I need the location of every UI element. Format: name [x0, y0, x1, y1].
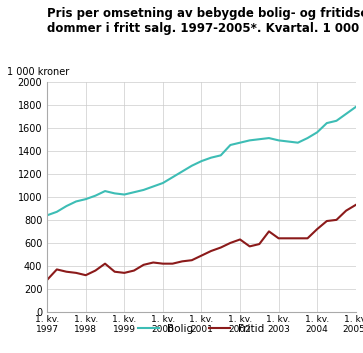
Fritid	[45, 278, 49, 282]
Bolig	[161, 181, 165, 185]
Bolig	[248, 138, 252, 143]
Bolig	[113, 191, 117, 196]
Fritid	[122, 271, 127, 275]
Fritid	[354, 203, 358, 207]
Fritid	[334, 218, 339, 222]
Line: Fritid: Fritid	[47, 205, 356, 280]
Fritid	[248, 244, 252, 249]
Fritid	[296, 236, 300, 240]
Bolig	[74, 199, 78, 204]
Bolig	[277, 138, 281, 143]
Bolig	[344, 112, 348, 116]
Bolig	[257, 137, 261, 141]
Bolig	[238, 140, 242, 145]
Bolig	[334, 119, 339, 123]
Bolig	[209, 156, 213, 160]
Bolig	[305, 136, 310, 140]
Bolig	[122, 192, 127, 197]
Fritid	[113, 270, 117, 274]
Fritid	[286, 236, 290, 240]
Fritid	[209, 249, 213, 253]
Bolig	[219, 153, 223, 157]
Bolig	[142, 188, 146, 192]
Bolig	[64, 204, 69, 208]
Fritid	[64, 270, 69, 274]
Bolig	[132, 190, 136, 195]
Bolig	[170, 175, 175, 179]
Fritid	[93, 268, 98, 273]
Fritid	[267, 229, 271, 234]
Text: Pris per omsetning av bebygde bolig- og fritidseien-
dommer i fritt salg. 1997-2: Pris per omsetning av bebygde bolig- og …	[47, 7, 363, 35]
Fritid	[83, 273, 88, 277]
Bolig	[180, 169, 184, 174]
Bolig	[151, 184, 155, 189]
Fritid	[277, 236, 281, 240]
Fritid	[74, 271, 78, 275]
Bolig	[103, 189, 107, 193]
Text: 1 000 kroner: 1 000 kroner	[7, 67, 69, 77]
Fritid	[238, 237, 242, 241]
Fritid	[257, 242, 261, 246]
Fritid	[344, 209, 348, 213]
Fritid	[55, 267, 59, 271]
Bolig	[228, 143, 233, 147]
Bolig	[267, 136, 271, 140]
Fritid	[142, 263, 146, 267]
Bolig	[93, 193, 98, 198]
Fritid	[103, 262, 107, 266]
Fritid	[325, 219, 329, 223]
Line: Bolig: Bolig	[47, 107, 356, 215]
Fritid	[151, 261, 155, 265]
Bolig	[199, 159, 204, 163]
Bolig	[296, 140, 300, 145]
Bolig	[55, 210, 59, 214]
Bolig	[83, 197, 88, 201]
Bolig	[45, 213, 49, 217]
Fritid	[132, 268, 136, 273]
Fritid	[228, 241, 233, 245]
Fritid	[219, 245, 223, 250]
Fritid	[199, 253, 204, 258]
Fritid	[161, 262, 165, 266]
Fritid	[189, 258, 194, 262]
Bolig	[315, 130, 319, 134]
Fritid	[170, 262, 175, 266]
Bolig	[286, 139, 290, 144]
Fritid	[305, 236, 310, 240]
Fritid	[315, 227, 319, 231]
Fritid	[180, 259, 184, 263]
Bolig	[354, 105, 358, 109]
Legend: Bolig, Fritid: Bolig, Fritid	[134, 320, 269, 338]
Bolig	[325, 121, 329, 125]
Bolig	[189, 163, 194, 168]
